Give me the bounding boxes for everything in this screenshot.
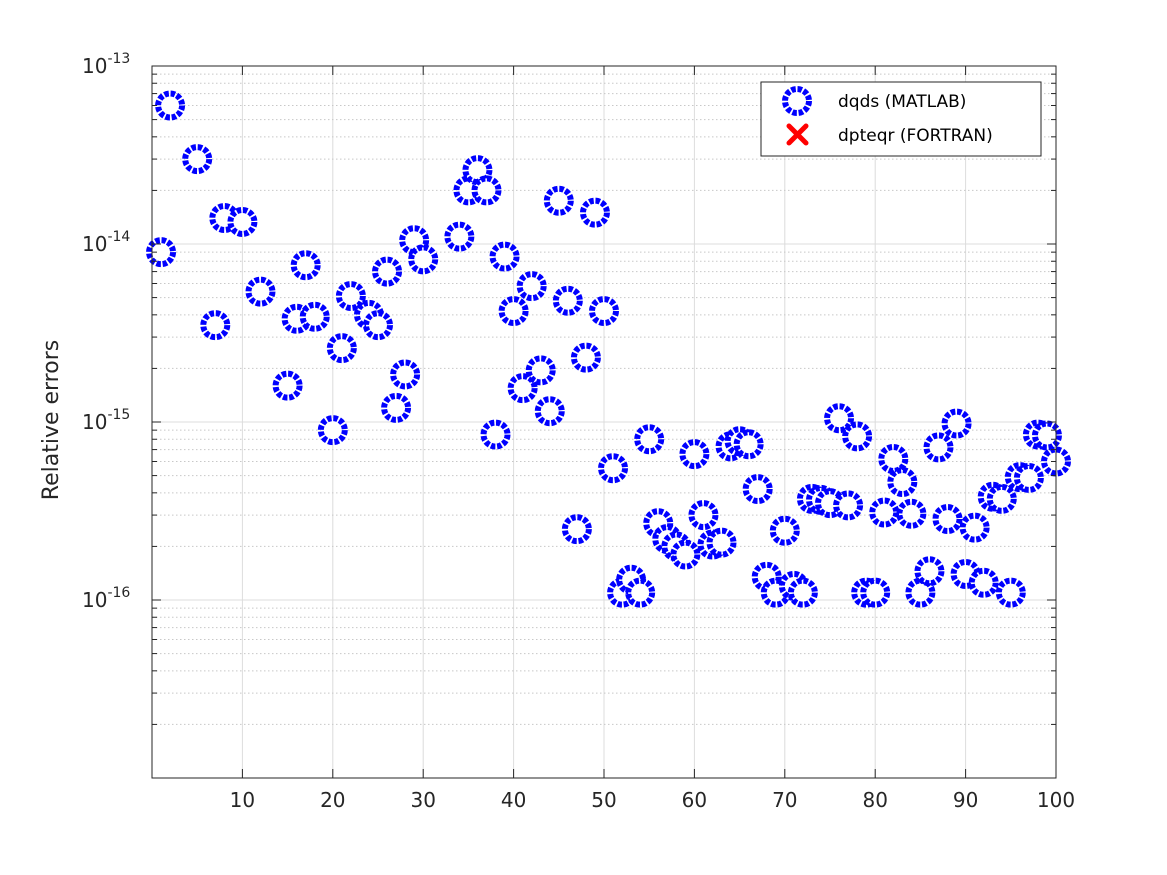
data-point-dqds [471, 175, 502, 206]
x-tick-label: 80 [862, 788, 887, 812]
data-point-dqds [1031, 420, 1062, 451]
data-point-dqds [688, 500, 719, 531]
data-point-dqds [598, 453, 629, 484]
data-point-dqds [887, 467, 918, 498]
data-point-dqds [570, 342, 601, 373]
data-point-dqds [516, 271, 547, 302]
y-tick-label: 10-14 [82, 229, 130, 256]
y-tick-label: 10-16 [82, 585, 130, 612]
data-point-dqds [317, 415, 348, 446]
x-tick-label: 20 [320, 788, 345, 812]
data-point-dqds [480, 419, 511, 450]
legend: dqds (MATLAB) dpteqr (FORTRAN) [760, 81, 1042, 157]
data-point-dqds [905, 577, 936, 608]
data-point-dqds [363, 310, 393, 341]
x-tick-label: 10 [230, 788, 255, 812]
data-point-dqds [335, 281, 366, 312]
x-tick-label: 60 [682, 788, 707, 812]
data-point-dqds [408, 244, 439, 275]
data-point-dqds [326, 333, 357, 364]
y-tick-exponent: -15 [107, 407, 130, 423]
data-point-dqds [869, 497, 900, 528]
data-point-dqds [390, 359, 421, 390]
data-point-dqds [670, 539, 701, 570]
data-point-dqds [245, 276, 276, 307]
legend-label-dqds: dqds (MATLAB) [838, 92, 966, 112]
data-point-dqds [1013, 462, 1044, 493]
data-point-dqds [824, 403, 855, 434]
data-point-dqds [489, 241, 520, 272]
data-point-dqds [146, 237, 177, 268]
data-point-dqds [932, 504, 963, 535]
legend-label-dpteqr: dpteqr (FORTRAN) [838, 126, 993, 146]
data-point-dqds [733, 429, 764, 460]
data-point-dqds [941, 408, 972, 439]
data-points [146, 90, 1071, 608]
y-tick-mantissa: 10 [82, 410, 107, 434]
data-point-dqds [769, 515, 800, 546]
x-tick-label: 30 [410, 788, 435, 812]
x-tick-label: 100 [1037, 788, 1075, 812]
data-point-dqds [896, 498, 927, 529]
data-point-dqds [914, 556, 945, 587]
data-point-dqds [498, 296, 529, 327]
y-tick-mantissa: 10 [82, 54, 107, 78]
y-axis-label: Relative errors [39, 340, 64, 500]
legend-marker-x [786, 123, 809, 146]
data-point-dqds [543, 185, 574, 216]
y-tick-exponent: -14 [107, 229, 130, 245]
y-tick-mantissa: 10 [82, 588, 107, 612]
x-tick-label: 90 [953, 788, 978, 812]
legend-marker-circle [782, 86, 812, 116]
data-point-dqds [182, 144, 213, 175]
data-point-dqds [299, 301, 330, 332]
data-point-dqds [679, 439, 710, 470]
data-point-dqds [878, 443, 909, 474]
data-point-dqds [525, 355, 556, 386]
x-tick-label: 70 [772, 788, 797, 812]
data-point-dqds [507, 373, 538, 404]
data-point-dqds [995, 577, 1026, 608]
data-point-dqds [552, 285, 583, 316]
data-point-dqds [227, 206, 258, 237]
data-point-dqds [625, 577, 656, 608]
y-tick-label: 10-15 [82, 407, 130, 434]
data-point-dqds [579, 197, 610, 228]
data-point-dqds [923, 432, 954, 463]
x-tick-label: 40 [501, 788, 526, 812]
data-point-dqds [860, 577, 891, 608]
data-point-dqds [372, 256, 403, 287]
data-point-dqds [589, 296, 619, 327]
data-point-dqds [561, 514, 592, 545]
data-point-dqds [959, 512, 990, 543]
y-tick-exponent: -13 [107, 51, 130, 67]
y-tick-mantissa: 10 [82, 232, 107, 256]
data-point-dqds [200, 310, 231, 341]
x-tick-label: 50 [591, 788, 616, 812]
data-point-dqds [381, 392, 412, 423]
axis-ticks: 10 20 30 40 50 60 70 80 90 10010-1310-1410-1510-1… [82, 51, 1075, 812]
data-point-dqds [444, 221, 475, 252]
data-point-dqds [787, 577, 818, 608]
y-tick-label: 10-13 [82, 51, 130, 78]
data-point-dqds [534, 396, 565, 427]
data-point-dqds [272, 370, 303, 401]
data-point-dqds [842, 421, 873, 452]
data-point-dqds [986, 483, 1017, 514]
data-point-dqds [833, 490, 864, 521]
data-point-dqds [706, 527, 737, 558]
data-point-dqds [634, 424, 665, 455]
data-point-dqds [290, 250, 321, 281]
y-tick-exponent: -16 [107, 585, 130, 601]
data-point-dqds [155, 90, 186, 121]
data-point-dqds [742, 474, 773, 505]
data-point-dqds [968, 567, 999, 598]
